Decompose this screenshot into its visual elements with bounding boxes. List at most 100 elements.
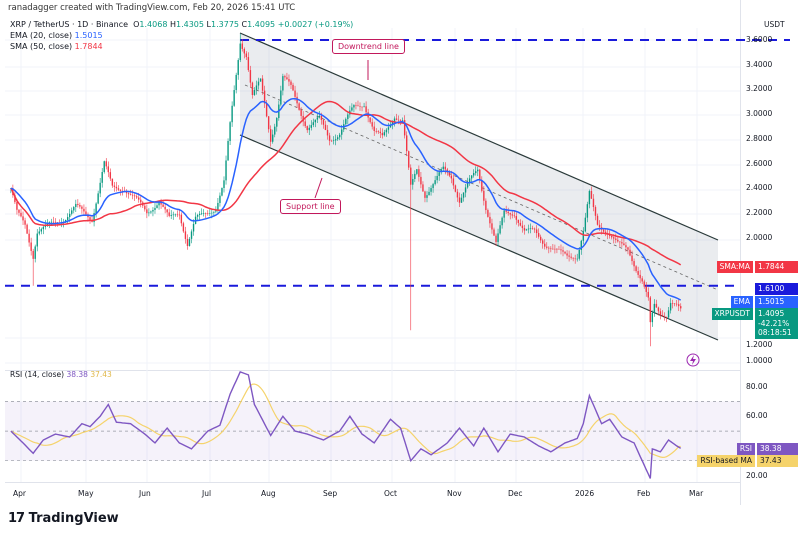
- candle-body: [267, 116, 270, 130]
- candle-body: [296, 96, 298, 104]
- price-tick: 2.8000: [746, 133, 773, 143]
- candle-body: [156, 205, 158, 208]
- candle-body: [509, 213, 511, 215]
- ema-tag-label: EMA: [730, 296, 753, 308]
- candle-body: [225, 160, 227, 181]
- candle-body: [117, 188, 120, 190]
- price-tick: 2.6000: [746, 158, 773, 168]
- candle-body: [326, 129, 329, 136]
- candle-body: [322, 119, 325, 125]
- rsi-legend[interactable]: RSI (14, close) 38.38 37.43: [10, 370, 112, 379]
- close-value: 1.4095: [247, 20, 276, 29]
- symbol-name[interactable]: XRP / TetherUS · 1D · Binance: [10, 20, 129, 29]
- candle-body: [369, 117, 371, 123]
- candle-body: [235, 74, 237, 91]
- candle-body: [523, 228, 526, 231]
- candle-body: [406, 135, 408, 152]
- candle-body: [158, 202, 160, 206]
- tradingview-logo[interactable]: 17 TradingView: [8, 511, 119, 526]
- candle-body: [203, 213, 205, 214]
- candle-body: [20, 212, 22, 217]
- candle-body: [613, 237, 615, 239]
- time-tick: Oct: [384, 489, 397, 498]
- candle-body: [403, 120, 406, 136]
- candle-body: [655, 303, 658, 308]
- candle-body: [552, 248, 554, 250]
- bar-countdown: 08:18:51: [758, 328, 792, 337]
- support-annotation[interactable]: Support line: [280, 199, 341, 214]
- candle-body: [517, 219, 520, 223]
- candle-body: [50, 221, 53, 223]
- candle-body: [381, 133, 384, 136]
- candle-body: [164, 206, 166, 210]
- candle-body: [535, 229, 538, 234]
- candle-body: [472, 173, 475, 176]
- candle-body: [231, 105, 233, 123]
- candle-body: [611, 235, 613, 238]
- candle-body: [643, 281, 645, 287]
- candle-body: [221, 188, 223, 196]
- time-tick: Dec: [508, 489, 523, 498]
- last-price-tag: 1.4095 -42.21% 08:18:51: [755, 308, 798, 339]
- candle-body: [89, 217, 91, 220]
- candle-body: [539, 236, 542, 241]
- candle-body: [596, 215, 599, 225]
- candle-body: [310, 125, 312, 128]
- credit-line: ranadagger created with TradingView.com,…: [8, 3, 296, 13]
- candle-body: [290, 81, 292, 85]
- candle-body: [280, 90, 282, 105]
- candle-body: [481, 180, 483, 191]
- candle-body: [312, 122, 315, 126]
- candle-body: [46, 223, 49, 225]
- candle-body: [209, 213, 211, 214]
- candle-body: [351, 107, 353, 111]
- candle-body: [590, 191, 593, 199]
- candle-body: [288, 79, 290, 82]
- low-value: 1.3775: [211, 20, 239, 29]
- candle-body: [107, 166, 109, 173]
- candle-body: [639, 274, 641, 279]
- candle-body: [493, 229, 495, 236]
- candle-body: [42, 226, 45, 230]
- candle-body: [426, 195, 428, 198]
- candle-body: [314, 119, 317, 123]
- candle-body: [174, 214, 176, 216]
- time-axis-border: [5, 482, 740, 483]
- price-tick: 3.4000: [746, 59, 773, 69]
- change-value: +0.0027 (+0.19%): [277, 20, 354, 29]
- candle-body: [578, 249, 580, 259]
- candle-body: [669, 303, 672, 311]
- candle-body: [251, 82, 254, 96]
- candle-body: [200, 213, 203, 214]
- candle-body: [247, 57, 250, 71]
- candle-body: [507, 211, 509, 214]
- downtrend-annotation[interactable]: Downtrend line: [332, 39, 405, 54]
- candle-body: [196, 215, 199, 217]
- candle-body: [377, 131, 379, 132]
- candle-body: [393, 118, 396, 123]
- candle-body: [28, 233, 30, 243]
- lightning-icon-glyph: [690, 355, 696, 365]
- support-arrow: [314, 177, 323, 199]
- candle-body: [570, 256, 572, 258]
- candle-body: [16, 202, 18, 210]
- ema-value: 1.5015: [74, 31, 103, 40]
- candle-body: [580, 240, 582, 250]
- candle-body: [637, 271, 639, 275]
- candle-body: [477, 169, 479, 172]
- candle-body: [574, 258, 576, 260]
- candle-body: [97, 193, 99, 204]
- ema-legend[interactable]: EMA (20, close) 1.5015: [10, 31, 103, 40]
- candle-body: [584, 217, 587, 232]
- sma-legend[interactable]: SMA (50, close) 1.7844: [10, 42, 103, 51]
- candle-body: [300, 109, 302, 116]
- sma-value: 1.7844: [74, 42, 103, 51]
- candle-body: [434, 180, 436, 185]
- candle-body: [131, 194, 134, 196]
- candle-body: [170, 214, 172, 216]
- candle-body: [148, 212, 150, 214]
- candle-body: [52, 221, 55, 223]
- candle-body: [604, 231, 607, 234]
- candle-body: [454, 185, 457, 192]
